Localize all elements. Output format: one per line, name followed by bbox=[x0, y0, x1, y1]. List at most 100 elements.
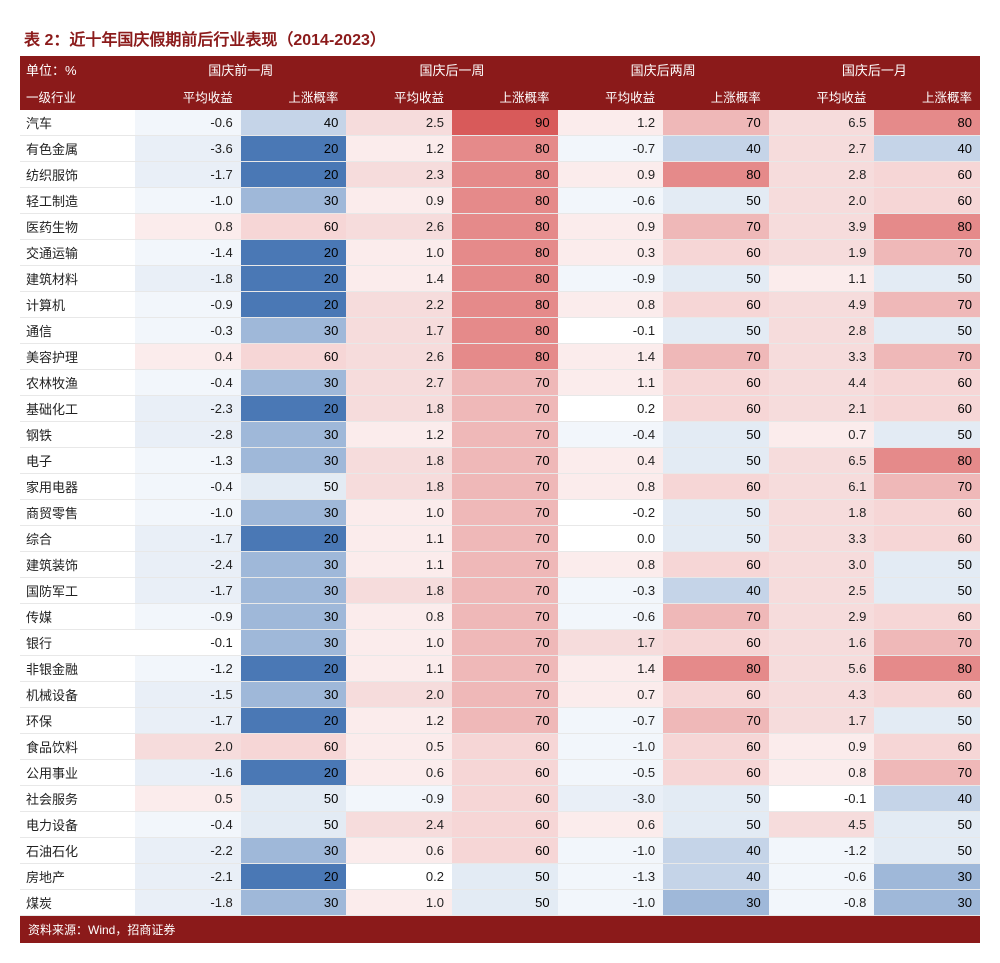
period-4-header: 国庆后一月 bbox=[769, 56, 980, 83]
prob-cell: 50 bbox=[874, 266, 980, 292]
avg-cell: 1.0 bbox=[346, 890, 452, 916]
table-row: 非银金融-1.2201.1701.4805.680 bbox=[20, 656, 980, 682]
header-row-1: 单位：% 国庆前一周 国庆后一周 国庆后两周 国庆后一月 bbox=[20, 56, 980, 83]
avg-cell: 4.5 bbox=[769, 812, 875, 838]
avg-cell: -2.4 bbox=[135, 552, 241, 578]
prob-cell: 70 bbox=[452, 708, 558, 734]
col-p4-avg: 平均收益 bbox=[769, 83, 875, 110]
avg-cell: 1.4 bbox=[346, 266, 452, 292]
avg-cell: -0.9 bbox=[346, 786, 452, 812]
avg-cell: 1.2 bbox=[346, 136, 452, 162]
prob-cell: 60 bbox=[452, 786, 558, 812]
table-row: 电力设备-0.4502.4600.6504.550 bbox=[20, 812, 980, 838]
prob-cell: 70 bbox=[663, 604, 769, 630]
avg-cell: 6.1 bbox=[769, 474, 875, 500]
prob-cell: 80 bbox=[452, 240, 558, 266]
prob-cell: 50 bbox=[874, 422, 980, 448]
industry-cell: 有色金属 bbox=[20, 136, 135, 162]
avg-cell: -1.3 bbox=[558, 864, 664, 890]
prob-cell: 60 bbox=[452, 760, 558, 786]
avg-cell: -1.0 bbox=[558, 838, 664, 864]
avg-cell: 0.8 bbox=[558, 292, 664, 318]
prob-cell: 60 bbox=[874, 604, 980, 630]
prob-cell: 70 bbox=[452, 370, 558, 396]
avg-cell: 0.7 bbox=[558, 682, 664, 708]
table-row: 纺织服饰-1.7202.3800.9802.860 bbox=[20, 162, 980, 188]
prob-cell: 60 bbox=[663, 760, 769, 786]
prob-cell: 60 bbox=[874, 188, 980, 214]
col-p3-prob: 上涨概率 bbox=[663, 83, 769, 110]
prob-cell: 40 bbox=[874, 786, 980, 812]
avg-cell: -2.2 bbox=[135, 838, 241, 864]
prob-cell: 50 bbox=[874, 318, 980, 344]
avg-cell: 0.9 bbox=[558, 214, 664, 240]
avg-cell: 0.8 bbox=[769, 760, 875, 786]
avg-cell: -0.9 bbox=[135, 604, 241, 630]
avg-cell: 0.4 bbox=[558, 448, 664, 474]
prob-cell: 30 bbox=[241, 604, 347, 630]
prob-cell: 50 bbox=[663, 318, 769, 344]
table-row: 轻工制造-1.0300.980-0.6502.060 bbox=[20, 188, 980, 214]
avg-cell: 0.9 bbox=[346, 188, 452, 214]
industry-cell: 电子 bbox=[20, 448, 135, 474]
avg-cell: -0.4 bbox=[558, 422, 664, 448]
prob-cell: 30 bbox=[241, 890, 347, 916]
prob-cell: 80 bbox=[663, 656, 769, 682]
avg-cell: 1.8 bbox=[346, 474, 452, 500]
prob-cell: 60 bbox=[663, 552, 769, 578]
col-p3-avg: 平均收益 bbox=[558, 83, 664, 110]
industry-cell: 汽车 bbox=[20, 110, 135, 136]
prob-cell: 60 bbox=[452, 812, 558, 838]
table-row: 计算机-0.9202.2800.8604.970 bbox=[20, 292, 980, 318]
prob-cell: 60 bbox=[874, 500, 980, 526]
prob-cell: 30 bbox=[241, 630, 347, 656]
prob-cell: 30 bbox=[241, 838, 347, 864]
prob-cell: 70 bbox=[874, 292, 980, 318]
prob-cell: 70 bbox=[663, 344, 769, 370]
prob-cell: 50 bbox=[663, 500, 769, 526]
prob-cell: 60 bbox=[874, 370, 980, 396]
avg-cell: 1.0 bbox=[346, 630, 452, 656]
prob-cell: 60 bbox=[452, 838, 558, 864]
avg-cell: 0.5 bbox=[346, 734, 452, 760]
prob-cell: 20 bbox=[241, 708, 347, 734]
prob-cell: 70 bbox=[663, 708, 769, 734]
avg-cell: -1.3 bbox=[135, 448, 241, 474]
avg-cell: -2.8 bbox=[135, 422, 241, 448]
industry-cell: 美容护理 bbox=[20, 344, 135, 370]
prob-cell: 50 bbox=[663, 188, 769, 214]
industry-cell: 农林牧渔 bbox=[20, 370, 135, 396]
industry-cell: 机械设备 bbox=[20, 682, 135, 708]
avg-cell: 4.9 bbox=[769, 292, 875, 318]
avg-cell: -0.4 bbox=[135, 370, 241, 396]
industry-cell: 国防军工 bbox=[20, 578, 135, 604]
prob-cell: 80 bbox=[452, 214, 558, 240]
industry-cell: 综合 bbox=[20, 526, 135, 552]
prob-cell: 60 bbox=[241, 344, 347, 370]
avg-cell: 2.4 bbox=[346, 812, 452, 838]
prob-cell: 20 bbox=[241, 266, 347, 292]
avg-cell: 1.0 bbox=[346, 500, 452, 526]
avg-cell: -3.6 bbox=[135, 136, 241, 162]
table-row: 银行-0.1301.0701.7601.670 bbox=[20, 630, 980, 656]
avg-cell: 0.2 bbox=[558, 396, 664, 422]
table-row: 有色金属-3.6201.280-0.7402.740 bbox=[20, 136, 980, 162]
prob-cell: 60 bbox=[663, 474, 769, 500]
prob-cell: 60 bbox=[874, 162, 980, 188]
prob-cell: 80 bbox=[874, 214, 980, 240]
table-row: 交通运输-1.4201.0800.3601.970 bbox=[20, 240, 980, 266]
prob-cell: 70 bbox=[874, 630, 980, 656]
header-row-2: 一级行业 平均收益 上涨概率 平均收益 上涨概率 平均收益 上涨概率 平均收益 … bbox=[20, 83, 980, 110]
avg-cell: 0.0 bbox=[558, 526, 664, 552]
table-row: 房地产-2.1200.250-1.340-0.630 bbox=[20, 864, 980, 890]
industry-cell: 传媒 bbox=[20, 604, 135, 630]
avg-cell: 1.7 bbox=[558, 630, 664, 656]
avg-cell: 4.4 bbox=[769, 370, 875, 396]
prob-cell: 30 bbox=[874, 890, 980, 916]
table-row: 电子-1.3301.8700.4506.580 bbox=[20, 448, 980, 474]
prob-cell: 80 bbox=[452, 292, 558, 318]
avg-cell: -0.6 bbox=[135, 110, 241, 136]
avg-cell: -1.0 bbox=[558, 734, 664, 760]
prob-cell: 20 bbox=[241, 656, 347, 682]
avg-cell: -0.4 bbox=[135, 812, 241, 838]
